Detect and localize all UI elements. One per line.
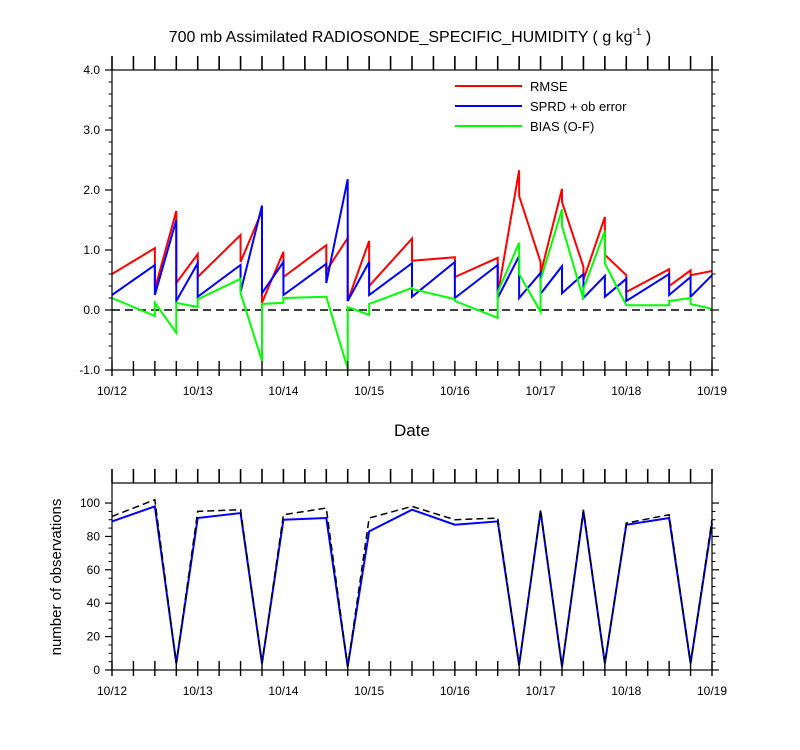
bottom-x-tick-label: 10/19 [697, 684, 727, 698]
top-x-tick-label: 10/15 [354, 384, 384, 398]
bottom-y-tick-label: 0 [93, 663, 100, 677]
top-y-tick-label: 3.0 [83, 123, 100, 137]
bottom-series-observations-assimilated-line [111, 505, 713, 667]
bottom-x-tick-label: 10/14 [268, 684, 298, 698]
top-x-tick-label: 10/18 [611, 384, 641, 398]
top-y-tick-label: 4.0 [83, 63, 100, 77]
top-series-rmse-line [111, 170, 713, 304]
top-chart: -1.0 0.0 1.0 2.0 3.0 4.0 10/12 10/13 10/14 10/15 1… [79, 56, 727, 440]
top-x-tick-label: 10/16 [440, 384, 470, 398]
top-y-tick-label: 0.0 [83, 303, 100, 317]
bottom-chart: 0 20 40 60 80 100 10/12 10/13 10/14 10/15 10/16 10/… [48, 469, 727, 698]
bottom-x-tick-label: 10/12 [97, 684, 127, 698]
legend-label: SPRD + ob error [530, 99, 627, 114]
bottom-y-tick-label: 100 [80, 496, 100, 510]
top-x-tick-label: 10/14 [268, 384, 298, 398]
legend-label: RMSE [530, 79, 568, 94]
bottom-x-tick-label: 10/17 [526, 684, 556, 698]
top-y-tick-label: 2.0 [83, 183, 100, 197]
chart-title-superscript: -1 [633, 27, 642, 38]
top-y-tick-label: 1.0 [83, 243, 100, 257]
top-x-tick-label: 10/19 [697, 384, 727, 398]
top-x-tick-label: 10/17 [526, 384, 556, 398]
bottom-y-tick-label: 80 [87, 529, 101, 543]
bottom-x-tick-label: 10/13 [183, 684, 213, 698]
bottom-series-observations-possible-line [111, 498, 713, 667]
legend-label: BIAS (O-F) [530, 119, 594, 134]
chart-title: 700 mb Assimilated RADIOSONDE_SPECIFIC_H… [169, 27, 652, 46]
top-plot-frame [111, 69, 713, 371]
bottom-x-tick-label: 10/15 [354, 684, 384, 698]
bottom-y-tick-label: 60 [87, 563, 101, 577]
bottom-y-axis-label: number of observations [48, 499, 65, 656]
bottom-x-tick-label: 10/18 [611, 684, 641, 698]
top-y-tick-label: -1.0 [79, 363, 100, 377]
bottom-y-tick-label: 20 [87, 630, 101, 644]
top-x-tick-label: 10/13 [183, 384, 213, 398]
bottom-y-tick-label: 40 [87, 596, 101, 610]
top-series-sprd-ob-error-line [111, 178, 713, 305]
top-x-tick-label: 10/12 [97, 384, 127, 398]
bottom-x-tick-label: 10/16 [440, 684, 470, 698]
legend: RMSE SPRD + ob error BIAS (O-F) [455, 79, 627, 134]
top-x-axis-label: Date [394, 421, 430, 440]
top-series-bias-o-f-line [111, 208, 713, 370]
